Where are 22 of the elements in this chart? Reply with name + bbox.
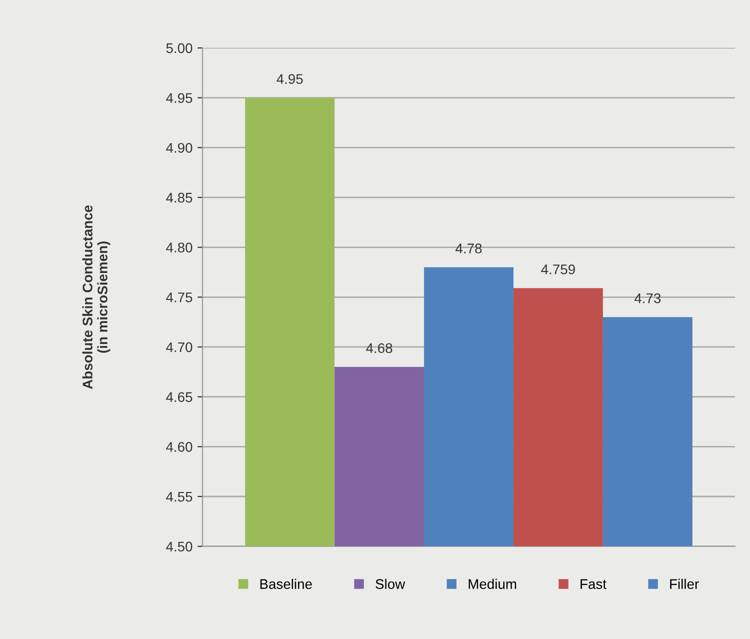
y-tick-label: 4.70 [166, 342, 192, 352]
legend-label: Baseline [260, 578, 312, 589]
y-tick-label: 4.90 [166, 142, 192, 153]
y-tick-label: 4.85 [166, 192, 192, 203]
y-tick-label: 4.60 [166, 442, 192, 452]
legend-label: Slow [376, 578, 406, 589]
y-tick-label: 4.50 [166, 542, 192, 552]
data-label: 4.759 [541, 264, 575, 274]
y-axis-title: Absolute Skin Conductance (in microSiemen) [82, 205, 110, 389]
legend-label: Medium [468, 578, 516, 589]
y-tick-label: 4.75 [166, 292, 192, 302]
data-label: 4.68 [366, 343, 392, 354]
legend-label: Fast [580, 579, 606, 589]
y-tick-label: 4.80 [166, 242, 192, 252]
data-label: 4.78 [456, 244, 482, 254]
data-label: 4.95 [276, 74, 303, 84]
y-tick-label: 4.65 [166, 392, 192, 402]
legend-label: Filler [670, 578, 699, 589]
y-tick-label: 5.00 [166, 43, 192, 54]
y-tick-label: 4.55 [166, 492, 192, 502]
data-label: 4.73 [634, 293, 661, 304]
y-tick-label: 4.95 [166, 93, 192, 103]
